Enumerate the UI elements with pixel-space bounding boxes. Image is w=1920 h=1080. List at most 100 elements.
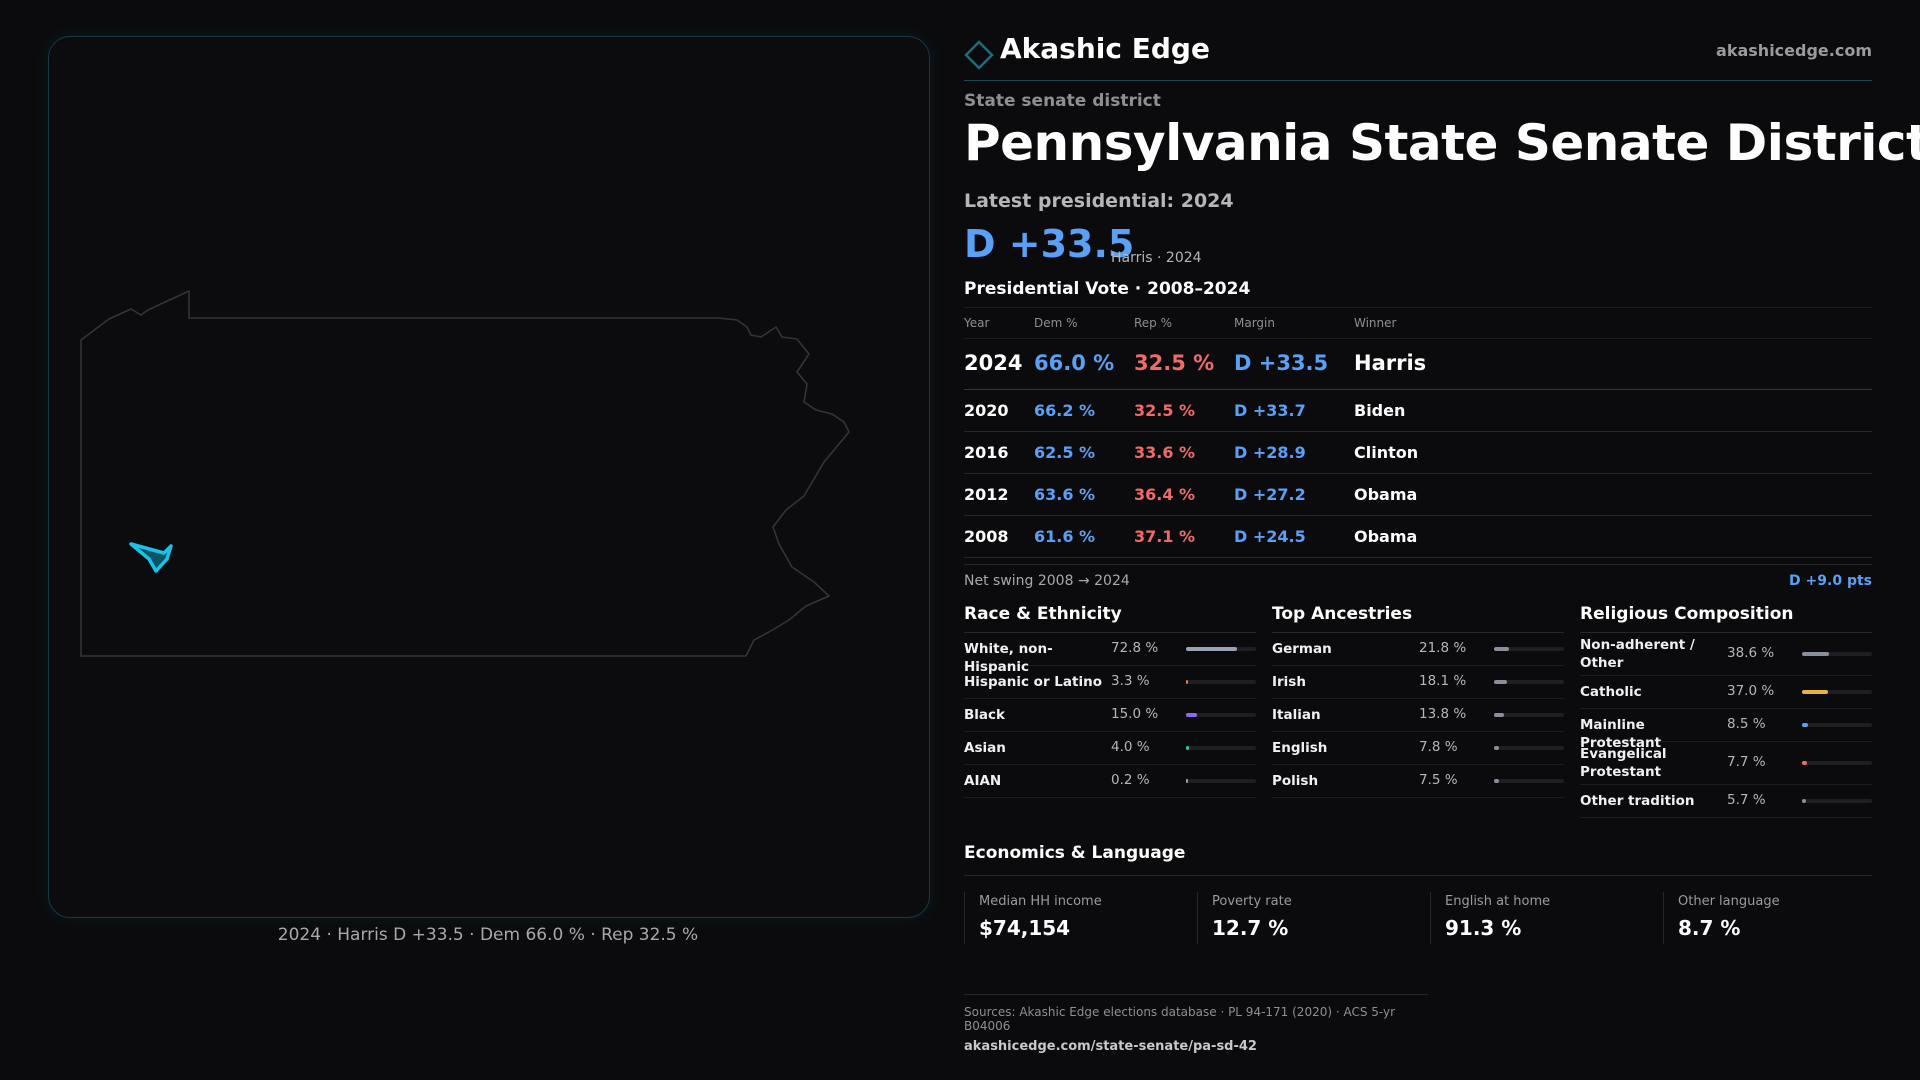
cell-margin: D +33.5: [1234, 351, 1329, 375]
col-dem: Dem %: [1034, 316, 1078, 330]
col-rep: Rep %: [1134, 316, 1173, 330]
list-item: Catholic 37.0 %: [1580, 676, 1872, 709]
item-label: German: [1272, 641, 1332, 657]
page-title: Pennsylvania State Senate District 42: [964, 114, 1920, 172]
table-row: 2012 63.6 % 36.4 % D +27.2 Obama: [964, 474, 1872, 516]
bar-track: [1186, 713, 1256, 717]
district-map[interactable]: [48, 36, 930, 918]
econ-card-poverty: Poverty rate 12.7 %: [1197, 892, 1398, 944]
item-percent: 7.8 %: [1419, 739, 1458, 755]
table-row: 2024 66.0 % 32.5 % D +33.5 Harris: [964, 339, 1872, 390]
bar-track: [1494, 680, 1564, 684]
cell-winner: Obama: [1354, 485, 1418, 504]
econ-card-english: English at home 91.3 %: [1430, 892, 1631, 944]
bar-track: [1186, 746, 1256, 750]
cell-year: 2012: [964, 485, 1009, 504]
col-margin: Margin: [1234, 316, 1275, 330]
item-label: Catholic: [1580, 684, 1642, 700]
district-marker-icon[interactable]: [129, 542, 173, 573]
item-percent: 21.8 %: [1419, 640, 1467, 656]
economics-cards: Median HH income $74,154 Poverty rate 12…: [964, 892, 1872, 944]
cell-winner: Biden: [1354, 401, 1406, 420]
item-label: Asian: [964, 740, 1006, 756]
district-type-label: State senate district: [964, 91, 1161, 111]
bar-fill: [1802, 799, 1806, 803]
cell-margin: D +27.2: [1234, 485, 1306, 504]
econ-label: Median HH income: [979, 894, 1102, 909]
econ-value: 91.3 %: [1445, 916, 1522, 940]
cell-year: 2024: [964, 351, 1023, 375]
list-item: Asian 4.0 %: [964, 732, 1256, 765]
cell-rep: 37.1 %: [1134, 527, 1196, 546]
cell-dem: 61.6 %: [1034, 527, 1096, 546]
bar-fill: [1494, 647, 1510, 651]
brand-name[interactable]: Akashic Edge: [1000, 32, 1210, 65]
list-item: Italian 13.8 %: [1272, 699, 1564, 732]
bar-fill: [1802, 690, 1828, 694]
list-item: AIAN 0.2 %: [964, 765, 1256, 798]
list-item: Other tradition 5.7 %: [1580, 785, 1872, 818]
item-label: Irish: [1272, 674, 1306, 690]
list-item: Mainline Protestant 8.5 %: [1580, 709, 1872, 751]
item-label: Mainline Protestant: [1580, 717, 1662, 751]
item-label: Black: [964, 707, 1006, 723]
cell-dem: 66.2 %: [1034, 401, 1096, 420]
ancestry-section: Top Ancestries German 21.8 % Irish 18.1 % It…: [1272, 600, 1564, 798]
item-percent: 38.6 %: [1727, 645, 1775, 661]
list-item: Irish 18.1 %: [1272, 666, 1564, 699]
section-title: Religious Composition: [1580, 600, 1872, 633]
sources-text: Sources: Akashic Edge elections database…: [964, 1005, 1396, 1033]
econ-label: Poverty rate: [1212, 894, 1292, 909]
bar-fill: [1802, 723, 1808, 727]
sources-footer: Sources: Akashic Edge elections database…: [964, 994, 1428, 1054]
bar-track: [1802, 799, 1872, 803]
religion-section: Religious Composition Non-adherent / Oth…: [1580, 600, 1872, 818]
cell-rep: 33.6 %: [1134, 443, 1196, 462]
net-swing-label: Net swing 2008 → 2024: [964, 573, 1130, 589]
econ-label: Other language: [1678, 894, 1780, 909]
latest-margin-value: D +33.5: [964, 222, 1135, 266]
source-url-link[interactable]: akashicedge.com/state-senate/pa-sd-42: [964, 1039, 1257, 1054]
bar-fill: [1186, 746, 1189, 750]
table-row: 2020 66.2 % 32.5 % D +33.7 Biden: [964, 390, 1872, 432]
section-title: Race & Ethnicity: [964, 600, 1256, 633]
cell-year: 2020: [964, 401, 1009, 420]
cell-rep: 36.4 %: [1134, 485, 1196, 504]
item-percent: 3.3 %: [1111, 673, 1150, 689]
econ-value: 8.7 %: [1678, 916, 1741, 940]
bar-fill: [1186, 680, 1189, 684]
item-percent: 37.0 %: [1727, 683, 1775, 699]
cell-dem: 63.6 %: [1034, 485, 1096, 504]
bar-fill: [1802, 652, 1830, 656]
item-percent: 15.0 %: [1111, 706, 1159, 722]
bar-fill: [1186, 713, 1197, 717]
bar-fill: [1494, 746, 1500, 750]
item-label: White, non-Hispanic: [964, 641, 1053, 675]
item-percent: 5.7 %: [1727, 792, 1766, 808]
list-item: German 21.8 %: [1272, 633, 1564, 666]
net-swing-row: Net swing 2008 → 2024 D +9.0 pts: [964, 564, 1872, 595]
table-row: 2016 62.5 % 33.6 % D +28.9 Clinton: [964, 432, 1872, 474]
bar-track: [1494, 647, 1564, 651]
item-label: Hispanic or Latino: [964, 674, 1102, 690]
col-year: Year: [964, 316, 990, 330]
cell-dem: 62.5 %: [1034, 443, 1096, 462]
cell-margin: D +33.7: [1234, 401, 1306, 420]
map-caption: 2024 · Harris D +33.5 · Dem 66.0 % · Rep…: [277, 925, 699, 945]
col-winner: Winner: [1354, 316, 1397, 330]
econ-card-income: Median HH income $74,154: [964, 892, 1165, 944]
cell-winner: Obama: [1354, 527, 1418, 546]
brand-url-link[interactable]: akashicedge.com: [1716, 41, 1872, 60]
bar-track: [1494, 713, 1564, 717]
cell-year: 2016: [964, 443, 1009, 462]
cell-winner: Harris: [1354, 351, 1427, 375]
list-item: Polish 7.5 %: [1272, 765, 1564, 798]
item-label: AIAN: [964, 773, 1002, 789]
econ-value: 12.7 %: [1212, 916, 1289, 940]
bar-track: [1186, 779, 1256, 783]
item-percent: 0.2 %: [1111, 772, 1150, 788]
list-item: White, non-Hispanic 72.8 %: [964, 633, 1256, 675]
diamond-logo-icon: [964, 40, 994, 70]
section-title: Top Ancestries: [1272, 600, 1564, 633]
list-item: Black 15.0 %: [964, 699, 1256, 732]
